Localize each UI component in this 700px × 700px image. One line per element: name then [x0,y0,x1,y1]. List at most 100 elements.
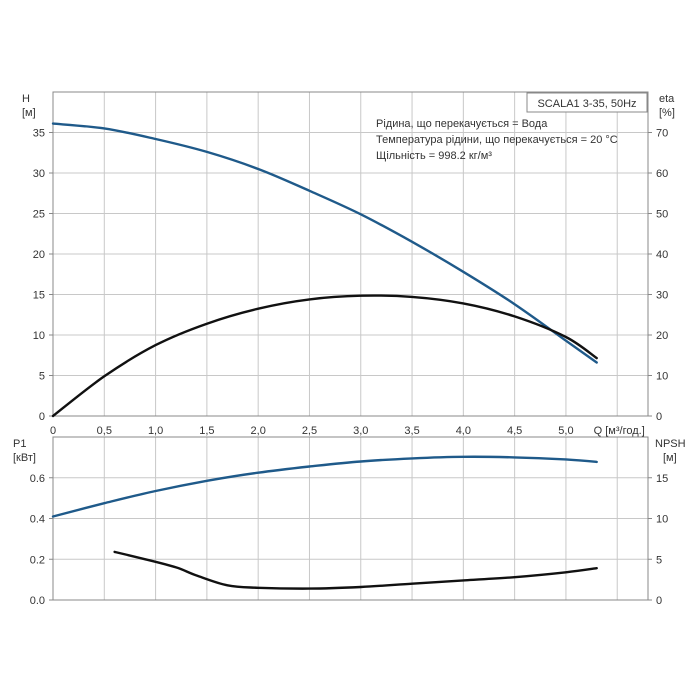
right-axis-title: NPSH [655,438,686,450]
left-tick-label: 35 [33,128,45,140]
left-axis-series-line [51,122,598,364]
left-axis-title: P1 [13,438,26,450]
data-point [462,579,465,582]
data-point [206,322,208,325]
data-point [565,339,567,342]
data-point [257,471,260,474]
data-point [257,307,260,310]
data-point [595,461,598,463]
right-axis-title: eta [659,93,675,105]
left-axis-title: H [22,93,30,105]
x-tick-label: 4,0 [456,425,471,437]
left-tick-label: 15 [33,290,45,302]
data-point [513,303,516,306]
x-tick-label: 3,0 [353,425,368,437]
x-tick-label: 1,5 [199,425,214,437]
data-point [411,582,413,585]
data-point [411,241,413,243]
data-point [257,587,260,589]
x-tick-label: 4,5 [507,425,522,437]
data-point [513,456,516,459]
data-point [565,571,567,574]
data-point [360,460,362,463]
data-point [195,574,198,577]
x-tick-label: 3,5 [404,425,419,437]
right-tick-label: 30 [656,290,668,302]
data-point [308,465,311,468]
x-tick-label: 2,0 [251,425,266,437]
data-point [52,515,54,518]
legend-box [526,92,648,113]
left-axis-unit: [кВт] [13,452,36,464]
annotation-text: Рідина, що перекачується = Вода [376,118,548,130]
data-point [154,344,157,346]
x-tick-label: 0 [50,425,56,437]
left-tick-label: 0 [39,411,45,423]
right-tick-label: 40 [656,249,668,261]
right-tick-label: 5 [656,554,662,566]
x-axis-label: Q [м³/год.] [594,425,645,437]
x-tick-label: 1,0 [148,425,163,437]
x-tick-label: 5,0 [558,425,573,437]
data-point [154,490,157,492]
data-point [360,213,362,216]
data-point [144,558,147,561]
left-tick-label: 10 [33,330,45,342]
data-point [360,586,362,588]
data-point [595,567,598,569]
data-point [513,576,516,578]
data-point [462,456,465,458]
right-tick-label: 70 [656,128,668,140]
data-point [411,296,413,298]
right-axis-series-line [113,550,598,590]
left-tick-label: 0.2 [30,554,45,566]
right-axis-unit: [м] [663,452,677,464]
left-tick-label: 0.0 [30,595,45,607]
left-tick-label: 0.4 [30,514,45,526]
right-tick-label: 60 [656,168,668,180]
right-axis-series-line [51,294,598,418]
right-tick-label: 10 [656,371,668,383]
data-point [103,375,106,378]
data-point [411,457,413,460]
data-point [257,168,260,170]
right-tick-label: 0 [656,595,662,607]
data-point [513,315,516,318]
annotation-text: Щільність = 998.2 кг/м³ [376,150,492,162]
left-axis-series-line [51,455,598,518]
data-point [52,415,54,417]
data-point [462,271,465,273]
left-tick-label: 25 [33,209,45,221]
data-point [308,190,311,192]
left-tick-label: 0.6 [30,473,45,485]
data-point [103,127,106,130]
legend-box-label: SCALA1 3-35, 50Hz [537,98,636,110]
left-axis-unit: [м] [22,107,36,119]
data-point [154,138,157,140]
data-point [52,122,54,125]
data-point [206,480,208,482]
x-tick-label: 2,5 [302,425,317,437]
data-point [595,357,598,359]
right-tick-label: 10 [656,514,668,526]
data-point [308,587,311,590]
left-tick-label: 5 [39,371,45,383]
data-point [226,584,229,587]
right-tick-label: 15 [656,473,668,485]
right-tick-label: 0 [656,411,662,423]
left-tick-label: 30 [33,168,45,180]
data-point [595,361,598,364]
right-tick-label: 20 [656,330,668,342]
data-point [103,502,106,505]
data-point [360,294,362,297]
left-tick-label: 20 [33,249,45,261]
data-point [565,336,567,338]
right-axis-unit: [%] [659,107,675,119]
data-point [565,458,567,461]
annotation-text: Температура рідини, що перекачується = 2… [376,134,618,146]
right-tick-label: 50 [656,209,668,221]
data-point [206,151,208,153]
data-point [175,566,177,569]
data-point [113,551,116,553]
